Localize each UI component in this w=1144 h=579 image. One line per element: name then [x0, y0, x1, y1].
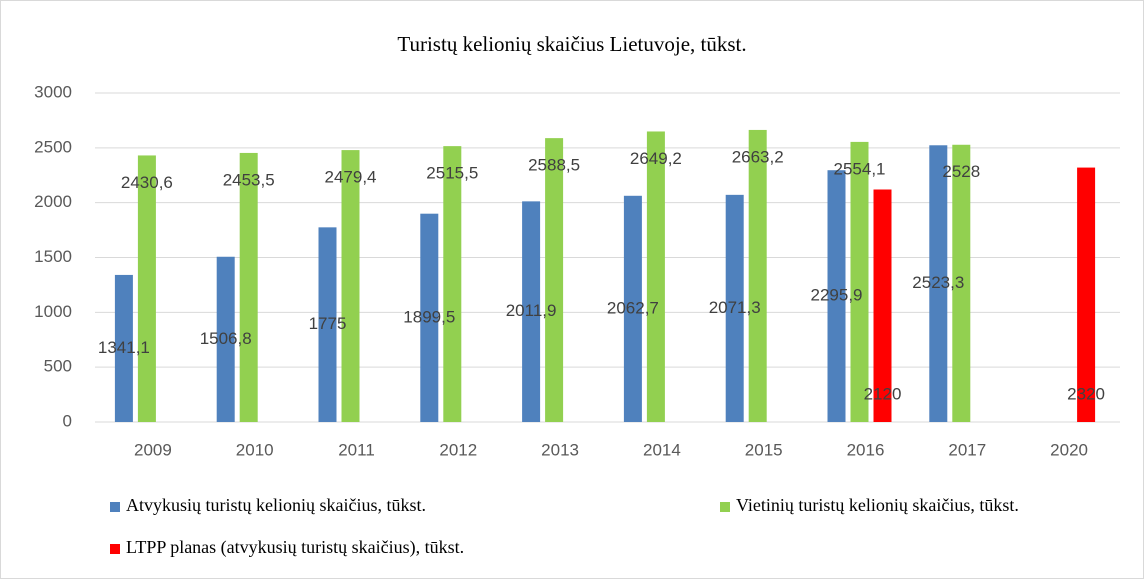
legend-label: Vietinių turistų kelionių skaičius, tūks… [736, 495, 1019, 515]
data-label: 1775 [309, 314, 347, 333]
y-tick-label: 2500 [34, 137, 72, 156]
x-tick-label: 2011 [338, 440, 375, 459]
bar [239, 152, 258, 422]
data-label: 2554,1 [834, 159, 886, 178]
y-tick-label: 1500 [34, 247, 72, 266]
data-label: 2528 [942, 162, 980, 181]
data-label: 1899,5 [403, 307, 455, 326]
y-tick-label: 0 [63, 411, 72, 430]
data-label: 2515,5 [426, 164, 478, 183]
x-tick-label: 2015 [745, 440, 783, 459]
bar [443, 146, 462, 423]
bar [929, 145, 948, 422]
data-label: 1341,1 [98, 338, 150, 357]
x-tick-label: 2012 [439, 440, 477, 459]
bar [952, 144, 971, 422]
data-label: 2011,9 [506, 301, 557, 320]
data-label: 2588,5 [528, 156, 580, 175]
data-label: 2430,6 [121, 173, 173, 192]
x-tick-label: 2020 [1050, 440, 1088, 459]
bar [420, 213, 439, 422]
data-label: 2071,3 [709, 298, 761, 317]
data-label: 2453,5 [223, 170, 275, 189]
bar [850, 141, 869, 422]
data-label: 2663,2 [732, 147, 784, 166]
bar [522, 201, 541, 422]
bar [1077, 167, 1096, 422]
x-tick-label: 2016 [847, 440, 885, 459]
data-label: 2479,4 [325, 168, 377, 187]
x-tick-label: 2010 [236, 440, 274, 459]
data-label: 2523,3 [912, 273, 964, 292]
bar [873, 189, 892, 422]
x-tick-label: 2014 [643, 440, 681, 459]
data-label: 2062,7 [607, 298, 659, 317]
bar [114, 274, 133, 422]
y-tick-label: 2000 [34, 192, 72, 211]
data-label: 1506,8 [200, 329, 252, 348]
data-label: 2320 [1067, 384, 1105, 403]
x-tick-label: 2017 [948, 440, 986, 459]
data-label: 2649,2 [630, 149, 682, 168]
bar [545, 138, 564, 422]
x-tick-label: 2013 [541, 440, 579, 459]
bar [137, 155, 156, 422]
x-tick-label: 2009 [134, 440, 172, 459]
legend-swatch [110, 502, 120, 512]
bar [725, 194, 744, 422]
legend-label: LTPP planas (atvykusių turistų skaičius)… [126, 537, 464, 558]
bar [646, 131, 665, 422]
bar [341, 150, 360, 422]
legend-label: Atvykusių turistų kelionių skaičius, tūk… [126, 495, 426, 515]
bar [216, 256, 235, 422]
bar [318, 227, 337, 422]
bar [827, 170, 846, 422]
data-label: 2120 [864, 384, 902, 403]
y-tick-label: 500 [44, 357, 72, 376]
y-tick-label: 3000 [34, 82, 72, 101]
legend-swatch [720, 502, 730, 512]
bar [623, 195, 642, 422]
bar [748, 129, 767, 422]
data-label: 2295,9 [811, 286, 863, 305]
chart-title: Turistų kelionių skaičius Lietuvoje, tūk… [397, 32, 746, 56]
legend-swatch [110, 544, 120, 554]
y-tick-label: 1000 [34, 302, 72, 321]
